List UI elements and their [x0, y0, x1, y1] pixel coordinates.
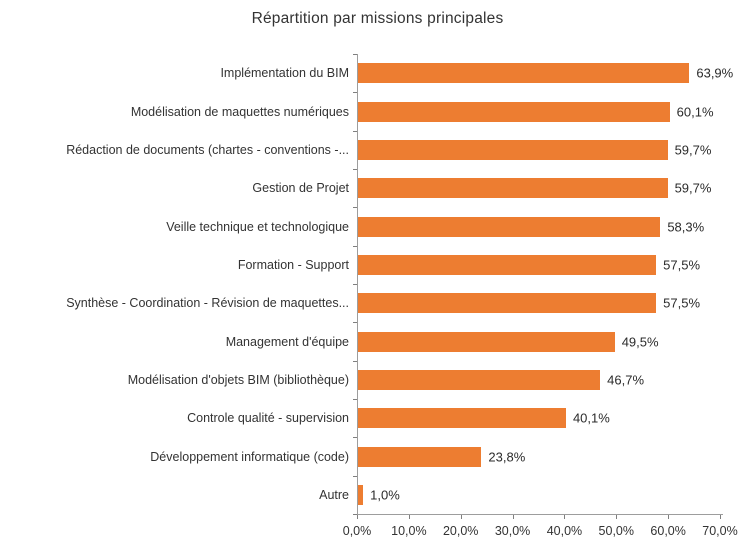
bar	[358, 408, 566, 429]
category-label: Synthèse - Coordination - Révision de ma…	[66, 296, 349, 311]
category-label: Implémentation du BIM	[220, 66, 349, 81]
data-label: 60,1%	[676, 104, 714, 119]
bar	[358, 331, 615, 352]
x-axis-tick-label: 60,0%	[650, 524, 686, 538]
data-label: 1,0%	[370, 487, 400, 503]
x-axis-tick-label: 30,0%	[494, 524, 531, 538]
x-axis-tick	[357, 515, 358, 519]
data-label: 58,3%	[667, 219, 705, 234]
x-axis-tick	[668, 515, 670, 519]
x-axis-tick	[564, 515, 566, 519]
x-axis-tick-label: 50,0%	[598, 524, 635, 538]
bar	[358, 216, 661, 237]
bar	[358, 484, 364, 505]
category-label: Controle qualité - supervision	[187, 411, 349, 426]
x-axis-tick-label: 10,0%	[391, 524, 427, 538]
category-label: Formation - Support	[237, 257, 349, 272]
bar	[358, 254, 657, 275]
y-axis-tick	[353, 322, 357, 324]
y-axis-tick	[353, 284, 357, 285]
category-label: Autre	[319, 487, 349, 502]
x-axis-tick	[512, 515, 514, 519]
bar	[358, 178, 668, 199]
y-axis-tick	[353, 437, 357, 439]
category-label: Management d'équipe	[225, 334, 349, 349]
x-axis-tick-label: 40,0%	[546, 524, 583, 538]
y-axis-tick	[353, 130, 357, 132]
bar	[358, 446, 482, 467]
y-axis-tick	[353, 514, 357, 515]
category-label: Développement informatique (code)	[150, 449, 349, 464]
y-axis-tick	[353, 169, 357, 170]
x-axis-tick	[408, 515, 410, 519]
y-axis-tick	[353, 399, 357, 400]
data-label: 23,8%	[488, 449, 526, 464]
bar	[358, 139, 668, 160]
y-axis-line	[357, 54, 358, 515]
data-label: 46,7%	[607, 372, 645, 388]
x-axis-tick-label: 20,0%	[442, 524, 479, 538]
chart-title: Répartition par missions principales	[251, 10, 504, 27]
category-label: Rédaction de documents (chartes - conven…	[66, 142, 349, 157]
data-label: 57,5%	[663, 257, 701, 273]
data-label: 63,9%	[696, 65, 734, 81]
data-label: 40,1%	[572, 410, 610, 426]
x-axis-tick-label: 70,0%	[702, 524, 738, 538]
y-axis-tick	[353, 475, 357, 477]
data-label: 59,7%	[674, 142, 712, 158]
bar	[358, 63, 690, 84]
data-label: 59,7%	[674, 180, 712, 196]
x-axis-tick	[460, 515, 462, 519]
data-label: 57,5%	[663, 295, 701, 311]
x-axis-tick	[720, 515, 721, 519]
category-label: Gestion de Projet	[252, 181, 349, 196]
y-axis-tick	[353, 245, 357, 247]
category-label: Modélisation de maquettes numériques	[130, 104, 349, 119]
x-axis-line	[357, 514, 723, 515]
data-label: 49,5%	[621, 334, 659, 349]
bar	[358, 101, 670, 122]
y-axis-tick	[353, 92, 357, 94]
y-axis-tick	[353, 360, 357, 362]
x-axis-tick	[616, 515, 618, 519]
bar	[358, 369, 601, 390]
y-axis-tick	[353, 54, 357, 55]
bar	[358, 293, 657, 314]
category-label: Modélisation d'objets BIM (bibliothèque)	[127, 372, 349, 387]
x-axis-tick-label: 0,0%	[342, 524, 372, 538]
category-label: Veille technique et technologique	[166, 219, 349, 234]
y-axis-tick	[353, 207, 357, 209]
